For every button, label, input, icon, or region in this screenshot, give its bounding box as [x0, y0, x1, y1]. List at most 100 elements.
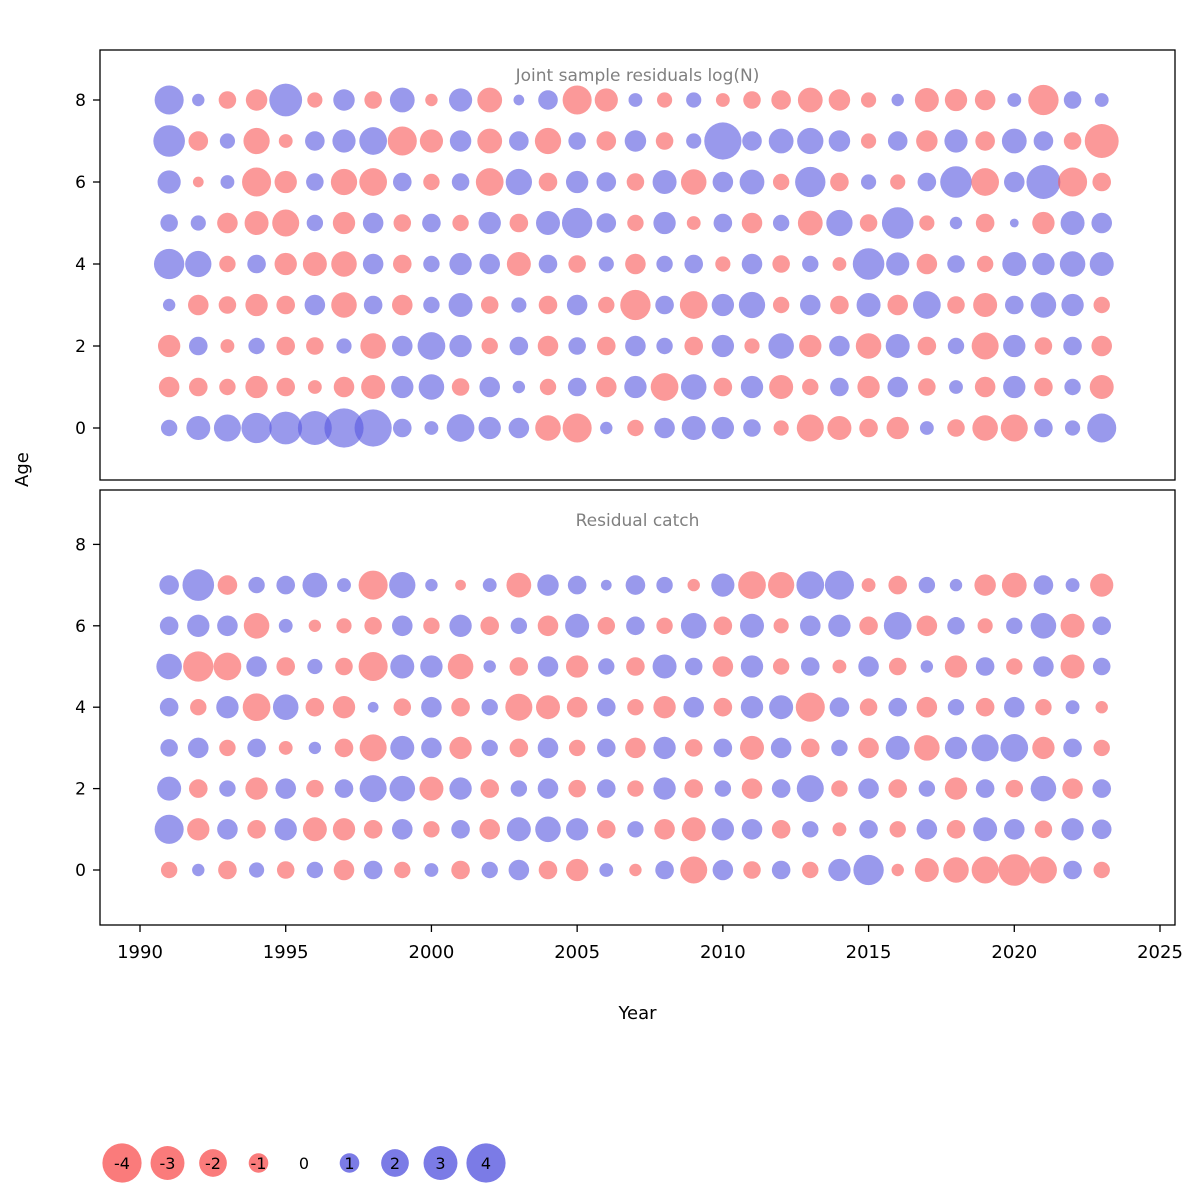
bubble	[832, 659, 847, 674]
bubble	[1091, 335, 1112, 357]
bubble	[972, 415, 998, 441]
bubble	[561, 207, 593, 239]
bubble	[335, 657, 353, 676]
bubble	[1093, 739, 1110, 757]
bubble	[160, 419, 178, 437]
bubble	[333, 89, 355, 111]
bubble	[712, 859, 734, 881]
x-tick-label: 2025	[1137, 942, 1183, 963]
bubble	[711, 334, 735, 358]
bubble	[364, 91, 382, 109]
bubble	[714, 780, 732, 797]
bubble	[220, 175, 235, 189]
bubble	[537, 656, 559, 677]
bubble	[768, 333, 794, 359]
bubble	[976, 255, 994, 273]
bubble	[1033, 575, 1054, 595]
bubble	[919, 215, 935, 231]
bubble	[712, 171, 734, 193]
bubble	[795, 692, 825, 722]
bubble	[154, 814, 184, 844]
bubble	[656, 617, 673, 634]
bubble	[625, 575, 646, 595]
bubble	[188, 336, 208, 356]
bubble	[796, 571, 825, 599]
bubble	[1063, 132, 1082, 150]
bubble	[855, 333, 882, 359]
bubble	[565, 655, 589, 678]
bubble	[1003, 334, 1026, 358]
bubble	[947, 296, 965, 314]
bubble	[423, 296, 440, 314]
bubble	[1059, 251, 1086, 277]
bubble	[627, 699, 644, 716]
bubble	[626, 616, 645, 636]
bubble	[653, 696, 676, 719]
bubble	[390, 654, 415, 679]
x-tick-label: 1990	[117, 942, 163, 963]
bubble	[361, 374, 386, 400]
bubble	[596, 336, 616, 356]
legend-bubble	[381, 1149, 409, 1177]
bubble	[186, 415, 211, 441]
bubble	[157, 334, 181, 358]
bubble	[508, 417, 530, 439]
bubble	[940, 166, 972, 198]
bubble	[449, 614, 472, 637]
bubble	[479, 376, 500, 398]
bubble	[831, 780, 848, 797]
bubble	[652, 654, 677, 679]
bubble	[684, 739, 703, 757]
bubble	[1058, 167, 1088, 197]
bubble	[336, 338, 352, 354]
bubble	[598, 256, 614, 272]
bubble	[537, 335, 559, 357]
bubble	[917, 336, 937, 356]
bubble	[272, 694, 299, 720]
bubble	[1063, 860, 1082, 880]
bubble	[451, 697, 470, 717]
bubble	[394, 861, 411, 879]
bubble	[425, 578, 438, 592]
bubble	[772, 296, 790, 314]
bubble	[185, 250, 212, 278]
bubble	[1092, 172, 1112, 192]
bubble	[597, 617, 616, 635]
bubble	[1065, 578, 1080, 593]
bubble	[655, 132, 674, 150]
bubble	[363, 295, 383, 315]
bubble	[624, 375, 647, 399]
bubble	[248, 576, 265, 594]
bubble	[713, 616, 733, 636]
bubble	[188, 131, 209, 151]
bubble	[562, 85, 592, 115]
bubble	[914, 735, 940, 761]
bubble	[686, 133, 702, 149]
bubble	[1091, 819, 1112, 840]
bubble	[480, 779, 500, 798]
bubble	[949, 380, 963, 394]
bubble	[596, 738, 616, 758]
bubble	[276, 377, 296, 397]
bubble	[859, 820, 878, 839]
bubble	[740, 696, 764, 719]
bubble	[390, 735, 415, 760]
bubble	[333, 376, 355, 398]
bubble	[1034, 337, 1053, 355]
bubble	[831, 739, 848, 757]
bubble	[947, 337, 965, 355]
bubble	[772, 255, 790, 273]
bubble	[1000, 414, 1028, 442]
bubble	[973, 292, 998, 318]
bubble	[824, 570, 854, 600]
bubble	[302, 817, 327, 842]
bubble	[392, 294, 413, 316]
bubble	[568, 337, 586, 355]
bubble	[974, 574, 996, 596]
bubble	[475, 168, 504, 196]
legend-value-label: 4	[481, 1154, 491, 1173]
bubble	[392, 615, 413, 637]
bubble	[479, 819, 500, 840]
bubble	[392, 254, 412, 274]
bubble	[423, 617, 440, 634]
